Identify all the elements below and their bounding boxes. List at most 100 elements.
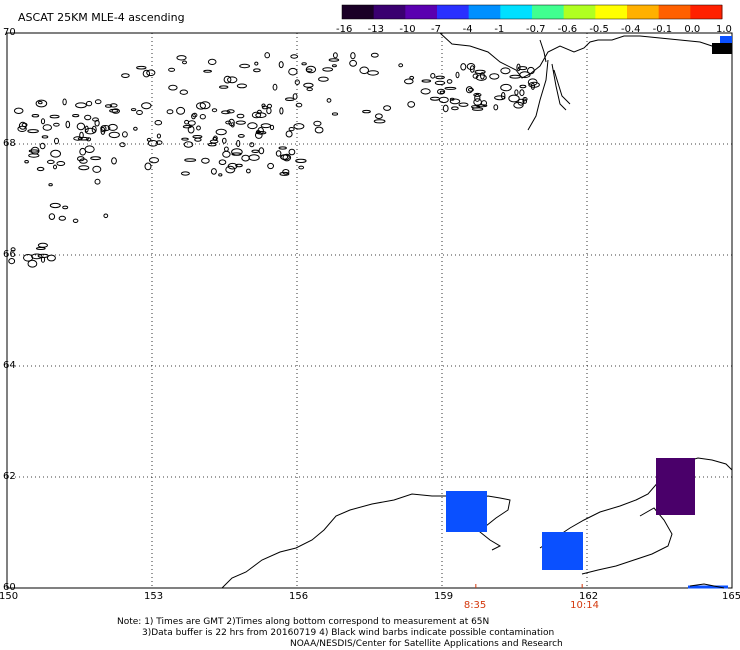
ice-contour <box>255 112 267 118</box>
colorbar-label: -13 <box>367 24 384 35</box>
ice-contour <box>40 256 46 263</box>
ice-contour <box>84 125 89 133</box>
ice-contour <box>480 72 485 80</box>
ice-contour <box>446 79 453 84</box>
ice-contour <box>398 63 404 68</box>
ice-contour <box>35 247 46 250</box>
ice-contour <box>84 127 96 135</box>
pass-time-label: 10:14 <box>570 600 599 611</box>
colorbar-segment <box>690 5 723 19</box>
ice-contour <box>288 67 298 76</box>
ice-contour <box>221 110 231 115</box>
ice-contour <box>430 96 440 101</box>
ice-contour <box>282 153 292 162</box>
ice-contour <box>144 162 152 171</box>
ice-contour <box>519 89 525 97</box>
ice-contour <box>76 122 86 131</box>
ice-contour <box>314 126 324 134</box>
ice-contour <box>78 165 90 171</box>
ice-contour <box>105 104 113 108</box>
colorbar-label: -0.1 <box>652 24 673 35</box>
ice-contour <box>72 218 79 224</box>
ice-contour <box>285 130 293 138</box>
ice-contour <box>62 205 69 210</box>
colorbar-label: -7 <box>431 24 441 35</box>
colorbar-segment <box>532 5 565 19</box>
ice-contour <box>253 68 261 73</box>
pass-time-marks <box>475 584 583 588</box>
ice-contour <box>168 67 176 72</box>
ice-contour <box>514 89 519 96</box>
ice-contour <box>27 129 39 134</box>
ice-contour <box>79 131 84 140</box>
ice-contour <box>481 100 487 107</box>
ice-contour <box>301 62 307 66</box>
ice-contour <box>331 112 339 116</box>
ice-contour <box>109 108 119 113</box>
ice-contour <box>192 112 198 118</box>
colorbar-segment <box>563 5 596 19</box>
ice-contour <box>258 147 265 155</box>
ice-contour <box>122 131 128 138</box>
ice-contour <box>269 124 275 131</box>
ice-contour <box>56 161 66 166</box>
ice-contour <box>222 150 231 158</box>
ice-contour <box>294 79 300 85</box>
colorbar-segment <box>342 5 375 19</box>
ice-contour <box>146 69 156 77</box>
south-coastline <box>221 493 511 589</box>
ice-contour <box>236 83 247 89</box>
colorbar-label: -0.4 <box>621 24 641 35</box>
ice-contour <box>86 100 93 107</box>
ice-contour <box>39 142 46 150</box>
ice-contour <box>224 146 229 152</box>
ice-contour <box>218 173 223 177</box>
ice-contour <box>62 98 67 106</box>
colorbar-segment <box>437 5 470 19</box>
ice-contour <box>215 128 227 136</box>
ice-contour <box>442 104 449 113</box>
ice-contour <box>279 171 290 176</box>
ice-contour <box>519 84 527 89</box>
ice-contour <box>430 73 436 79</box>
ice-contour <box>53 164 57 170</box>
ice-contour <box>58 215 66 221</box>
ice-contour <box>90 156 101 161</box>
ice-contour <box>136 110 143 115</box>
ice-contour <box>30 146 40 155</box>
south-coastline-se <box>689 583 725 589</box>
ice-contour <box>103 213 109 219</box>
ice-contour <box>267 162 275 170</box>
ice-contour <box>248 154 260 161</box>
ice-contour <box>513 101 524 109</box>
ice-contour <box>444 86 457 90</box>
ice-contour <box>235 120 246 125</box>
ice-contour <box>130 108 137 112</box>
ice-contour <box>38 101 43 105</box>
ice-contour <box>517 66 528 71</box>
ice-contour <box>261 105 268 110</box>
ice-contour <box>42 124 52 131</box>
ice-contour <box>92 165 102 173</box>
ice-contour <box>183 141 194 148</box>
ice-contour <box>222 137 227 144</box>
map-title: ASCAT 25KM MLE-4 ascending <box>18 11 185 24</box>
ice-contour <box>196 125 201 131</box>
ice-contour <box>100 126 106 135</box>
colorbar <box>341 4 723 20</box>
ice-contour <box>370 52 379 58</box>
ice-contour <box>49 114 60 119</box>
ice-contour <box>249 142 255 148</box>
ice-contour <box>40 118 46 125</box>
ice-contour <box>79 147 87 156</box>
ice-contour <box>194 137 202 142</box>
ice-contour <box>455 71 460 79</box>
ice-contour <box>46 254 56 262</box>
wind-patch-purple <box>656 458 695 515</box>
ice-contour <box>439 90 445 95</box>
ice-contour <box>72 114 80 118</box>
ice-contour <box>451 106 459 111</box>
ice-contour <box>489 73 500 80</box>
note-line-1: Note: 1) Times are GMT 2)Times along bot… <box>117 617 490 627</box>
ice-contour <box>182 60 187 65</box>
